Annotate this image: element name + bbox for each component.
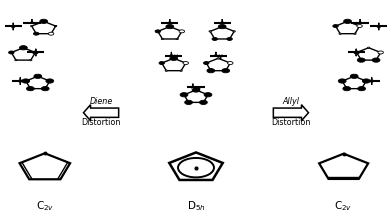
Circle shape [217,58,220,59]
Circle shape [179,30,185,33]
Circle shape [9,51,14,54]
Circle shape [354,51,359,54]
Circle shape [20,46,27,50]
Circle shape [22,79,30,83]
Circle shape [209,31,211,32]
Circle shape [176,38,178,40]
Text: Allyl: Allyl [282,97,299,106]
Circle shape [29,60,32,61]
Text: Distortion: Distortion [82,118,121,127]
Polygon shape [273,105,309,121]
Circle shape [46,79,54,83]
Text: D$_{5h}$: D$_{5h}$ [187,199,205,213]
Circle shape [354,33,356,34]
Circle shape [212,37,218,40]
Circle shape [367,47,370,48]
Circle shape [338,79,346,83]
Circle shape [222,69,230,73]
Circle shape [344,19,352,23]
Circle shape [33,51,38,54]
Circle shape [48,32,54,35]
Circle shape [161,38,163,40]
Circle shape [166,25,174,29]
Circle shape [159,61,165,64]
Circle shape [185,100,192,104]
Circle shape [40,19,47,23]
Circle shape [183,61,189,64]
Text: Distortion: Distortion [271,118,310,127]
Circle shape [180,70,182,71]
Circle shape [203,61,209,64]
Circle shape [170,56,178,60]
Circle shape [218,25,226,29]
Circle shape [200,100,207,104]
Circle shape [227,37,232,40]
Circle shape [362,79,370,83]
Circle shape [34,74,42,78]
Circle shape [165,70,167,71]
Circle shape [207,69,215,73]
Circle shape [350,74,358,78]
Circle shape [33,32,39,35]
Circle shape [227,61,233,64]
Circle shape [333,25,338,28]
Circle shape [343,86,351,91]
Circle shape [339,33,341,34]
Circle shape [358,58,365,62]
Polygon shape [83,105,119,121]
Circle shape [378,51,383,54]
Text: Diene: Diene [89,97,113,106]
Circle shape [155,30,161,33]
Circle shape [357,25,362,28]
Circle shape [15,60,17,61]
Circle shape [54,25,57,27]
Circle shape [233,31,235,32]
Circle shape [358,86,365,91]
Text: C$_{2v}$: C$_{2v}$ [334,199,353,213]
Circle shape [192,88,200,92]
Circle shape [204,93,212,97]
Text: C$_{2v}$: C$_{2v}$ [36,199,54,213]
Circle shape [31,25,33,27]
Circle shape [27,86,34,91]
Circle shape [372,58,380,62]
Circle shape [180,93,188,97]
Circle shape [41,86,49,91]
